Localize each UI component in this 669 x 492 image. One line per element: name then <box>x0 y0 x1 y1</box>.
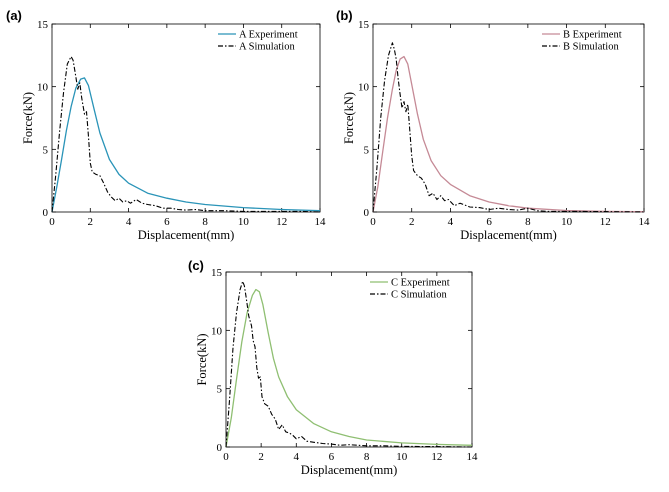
x-tick-label: 14 <box>315 216 327 228</box>
y-tick-label: 5 <box>364 144 370 156</box>
chart-panel-3: (c) 0 2 4 6 8 10 12 14 0 5 10 15 Displacement(mm) Forc… <box>188 258 478 477</box>
x-tick-label: 4 <box>294 451 300 463</box>
y-tick-label: 5 <box>43 144 49 156</box>
series-line-a-experiment <box>51 77 321 213</box>
x-tick-label: 14 <box>467 451 479 463</box>
x-tick-label: 4 <box>448 216 454 228</box>
y-axis-label: Force(kN) <box>21 92 35 144</box>
x-tick-label: 6 <box>164 216 170 228</box>
x-axis-label: Displacement(mm) <box>301 463 398 477</box>
x-tick-label: 2 <box>88 216 94 228</box>
y-tick-label: 10 <box>358 82 370 94</box>
legend-entry: C Simulation <box>391 290 447 301</box>
x-axis-label: Displacement(mm) <box>138 228 235 242</box>
plot-frame <box>51 23 321 213</box>
x-tick-label: 2 <box>258 451 264 463</box>
series-line-c-experiment <box>225 288 473 448</box>
x-tick-label: 8 <box>364 451 370 463</box>
y-tick-label: 0 <box>217 442 223 454</box>
chart-panel-2: (b) 0 2 4 6 8 10 12 14 0 5 10 15 Displacement(mm) Forc… <box>336 8 650 242</box>
x-tick-label: 8 <box>525 216 531 228</box>
legend-entry: A Simulation <box>239 42 295 53</box>
x-tick-label: 10 <box>396 451 408 463</box>
legend-entry: C Experiment <box>391 278 450 289</box>
x-tick-label: 14 <box>639 216 651 228</box>
y-tick-label: 5 <box>217 384 223 396</box>
panel-label: (c) <box>188 258 204 273</box>
y-tick-label: 0 <box>364 207 370 219</box>
x-tick-label: 6 <box>486 216 492 228</box>
legend-entry: A Experiment <box>239 30 298 41</box>
panel-label: (a) <box>6 8 22 23</box>
x-axis-label: Displacement(mm) <box>460 228 557 242</box>
x-tick-label: 12 <box>600 216 611 228</box>
y-axis-label: Force(kN) <box>342 92 356 144</box>
series-line-a-simulation <box>51 56 321 213</box>
chart-panel-1: (a) 0 2 4 6 8 10 12 14 0 5 10 15 Displacement(mm) Forc… <box>6 8 326 242</box>
x-tick-label: 0 <box>223 451 229 463</box>
y-tick-label: 10 <box>211 325 223 337</box>
y-tick-label: 15 <box>37 19 49 31</box>
y-tick-label: 0 <box>43 207 49 219</box>
y-axis-label: Force(kN) <box>195 333 209 385</box>
legend-entry: B Simulation <box>563 42 619 53</box>
y-tick-label: 10 <box>37 82 49 94</box>
x-tick-label: 4 <box>126 216 132 228</box>
plot-frame <box>372 23 645 213</box>
x-tick-label: 0 <box>370 216 376 228</box>
y-tick-label: 15 <box>211 267 223 279</box>
x-tick-label: 0 <box>49 216 55 228</box>
plot-frame <box>225 271 473 448</box>
x-tick-label: 6 <box>329 451 335 463</box>
series-line-b-simulation <box>372 42 645 213</box>
panel-label: (b) <box>336 8 353 23</box>
x-tick-label: 2 <box>409 216 415 228</box>
x-tick-label: 10 <box>561 216 573 228</box>
x-tick-label: 12 <box>431 451 442 463</box>
series-line-c-simulation <box>225 280 473 448</box>
legend-entry: B Experiment <box>563 30 622 41</box>
series-line-b-experiment <box>372 55 645 213</box>
x-tick-label: 10 <box>238 216 250 228</box>
y-tick-label: 15 <box>358 19 370 31</box>
x-tick-label: 12 <box>276 216 287 228</box>
x-tick-label: 8 <box>202 216 208 228</box>
